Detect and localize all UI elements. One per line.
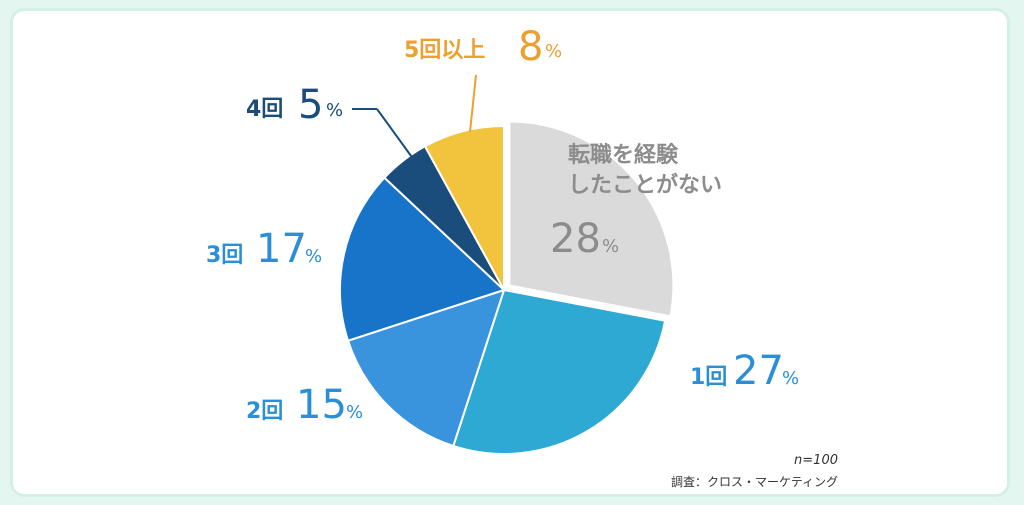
pie-slice-3 xyxy=(339,176,506,342)
pie-slice-none xyxy=(508,120,675,318)
slice-value-5: 8 xyxy=(518,24,543,70)
slice-label-2: 2回 xyxy=(246,399,283,424)
slice-unit-3: % xyxy=(305,246,322,267)
slice-value-2: 15 xyxy=(296,382,347,428)
leader-line-4-diag xyxy=(376,108,415,161)
leader-line-5 xyxy=(469,74,477,133)
slice-unit-2: % xyxy=(346,402,363,423)
slice-value-1: 27 xyxy=(733,348,784,394)
slice-label-5: 5回以上 xyxy=(404,38,485,63)
footnote-source: 調査：クロス・マーケティング xyxy=(671,475,838,489)
slice-value-none: 28 xyxy=(550,216,601,262)
slice-unit-1: % xyxy=(782,368,799,389)
slice-value-4: 5 xyxy=(298,82,323,128)
pie-slice-1 xyxy=(452,288,667,455)
slice-unit-4: % xyxy=(326,100,343,121)
slice-label-3: 3回 xyxy=(206,243,243,268)
slice-label-none-line1: 転職を経験 xyxy=(568,142,679,168)
slice-unit-5: % xyxy=(545,41,562,62)
slice-value-3: 17 xyxy=(256,226,307,272)
slice-unit-none: % xyxy=(602,236,619,257)
pie-slices xyxy=(339,120,675,455)
slice-label-1: 1回 xyxy=(690,365,727,390)
pie-slice-5 xyxy=(423,124,505,291)
slice-label-none-line2: したことがない xyxy=(568,172,722,198)
slice-label-4: 4回 xyxy=(246,97,283,122)
footnote-n: n=100 xyxy=(794,453,838,468)
